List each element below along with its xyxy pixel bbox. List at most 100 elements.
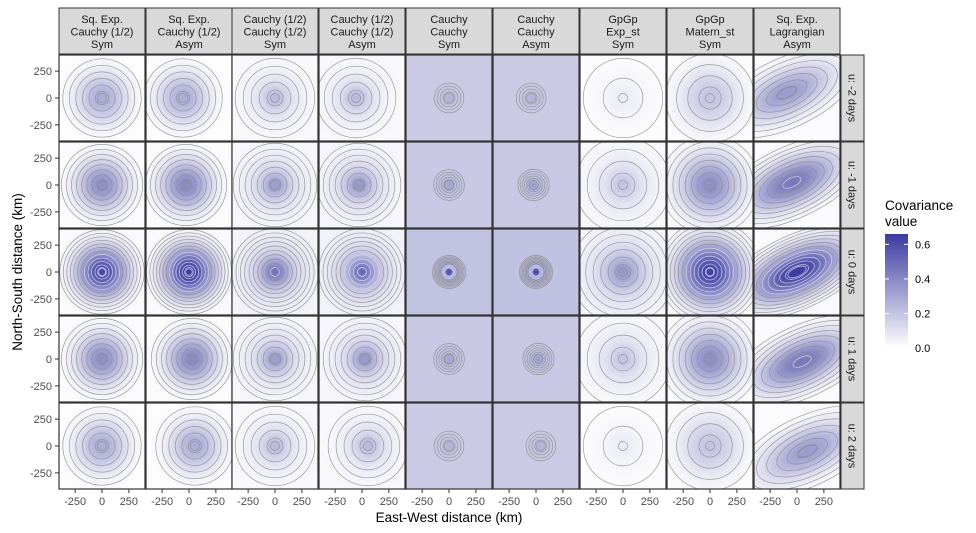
row-strip-label: u: -2 days [846, 74, 858, 123]
contour-line [322, 232, 402, 312]
contour-line [359, 437, 377, 455]
axes-layer: -250 0 250 -250 0 250 -250 0 250 -250 0 250 -250 0 250… [30, 66, 833, 508]
panel-frame [231, 228, 319, 316]
contour-center [360, 354, 370, 364]
contour-line [524, 345, 553, 373]
panel-8-u2days [666, 402, 754, 490]
panel-frame [405, 54, 493, 142]
strip-label: Sym [438, 39, 460, 51]
contour-line [529, 349, 548, 369]
contour-line [585, 234, 661, 310]
contour-line [756, 73, 818, 113]
strip-background [405, 7, 493, 55]
strip-background [840, 402, 865, 490]
contour-center [444, 354, 454, 364]
y-tick-label: 0 [46, 180, 52, 192]
strip-background [58, 7, 146, 55]
panel-fill-group [59, 142, 145, 228]
x-tick-label: -250 [411, 496, 433, 508]
contour-line [681, 243, 739, 301]
contour-center [705, 180, 715, 190]
panel-frame [666, 54, 754, 142]
contour-line [176, 91, 190, 105]
contour-line [323, 65, 389, 131]
legend-tick-label: 0.0 [915, 343, 930, 355]
legend-colorbar [885, 234, 908, 348]
contour-line [767, 166, 817, 199]
contour-center [97, 267, 107, 277]
contour-line [676, 412, 744, 480]
contour-line [754, 142, 840, 228]
contour-center [535, 441, 546, 451]
contour-line [176, 343, 208, 375]
contour-center [444, 93, 454, 103]
panel-frame [318, 54, 406, 142]
strip-label: Asym [175, 39, 203, 51]
contour-line [528, 264, 544, 280]
strip-background [840, 54, 865, 142]
panel-4-u-2days [318, 54, 406, 142]
contour-line [340, 166, 378, 204]
strip-label: Sym [699, 39, 721, 51]
panel-9-u-1days [753, 141, 841, 229]
strip-label: Cauchy (1/2) [331, 27, 394, 39]
contour-line [530, 266, 542, 278]
row-strip-label: u: 2 days [846, 424, 858, 469]
panel-fill-group [319, 55, 405, 141]
heatmap-cell [59, 55, 145, 141]
contour-center [270, 180, 280, 190]
contour-line [779, 260, 815, 284]
heatmap-cell [146, 403, 232, 489]
contour-line [438, 174, 460, 196]
strip-label: Cauchy [430, 14, 468, 26]
y-tick-label: -250 [30, 120, 52, 132]
panel-fill-group [319, 142, 405, 228]
contour-line [586, 322, 660, 396]
contour-line [248, 245, 302, 299]
panel-fill-group [232, 403, 318, 489]
contour-line [87, 257, 117, 287]
contour-line [526, 262, 546, 282]
panel-frame [579, 315, 667, 403]
contour-line [261, 258, 289, 286]
panel-5-u2days [405, 402, 493, 490]
contour-line [160, 159, 212, 211]
contour-line [238, 322, 312, 396]
panel-fill-group [59, 403, 145, 489]
heatmap-cell [580, 55, 666, 141]
x-tick-label: 0 [272, 496, 278, 508]
contour-line [76, 333, 128, 385]
panel-fill-group [232, 142, 318, 228]
panel-9-u-2days [753, 54, 841, 142]
y-tick-label: -250 [30, 468, 52, 480]
contour-line [155, 406, 232, 486]
contour-center [270, 267, 280, 277]
contour-line [91, 174, 113, 196]
contour-line [60, 143, 144, 227]
contour-line [169, 252, 209, 292]
contour-line [161, 328, 223, 390]
panel-frame [579, 228, 667, 316]
panel-fill-group [319, 316, 405, 402]
contour-center [705, 354, 715, 364]
contour-line [436, 259, 462, 285]
panel-2-u0days [145, 228, 233, 316]
contour-center [354, 180, 364, 190]
x-axis-title: East-West distance (km) [376, 510, 523, 525]
heatmap-cell [146, 55, 232, 141]
contour-line [166, 333, 218, 385]
panel-fill-group [493, 142, 579, 228]
contour-line [250, 421, 300, 471]
contour-line [73, 243, 131, 301]
strip-label: Cauchy (1/2) [244, 27, 307, 39]
contour-line [258, 81, 292, 115]
contour-line [96, 179, 108, 191]
strip-background [231, 7, 319, 55]
strip-label: Sq. Exp. [81, 14, 123, 26]
contour-line [524, 260, 548, 284]
contour-line [250, 73, 300, 123]
panel-frame [492, 315, 580, 403]
contour-line [175, 174, 197, 196]
